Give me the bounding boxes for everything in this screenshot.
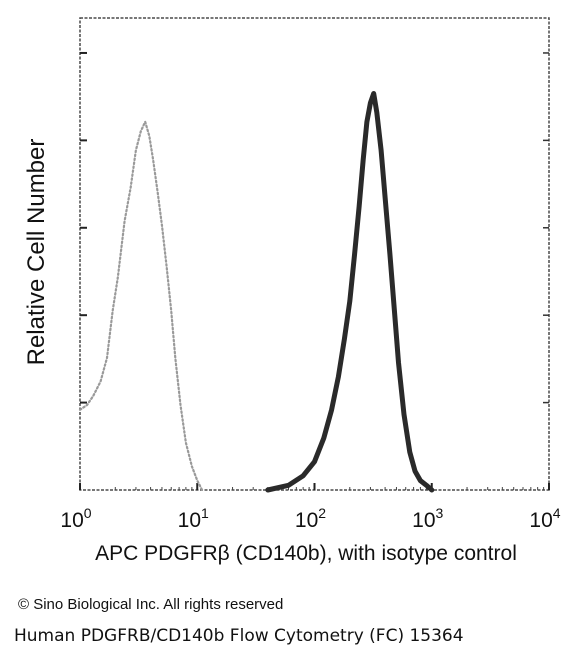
x-tick-label: 103 <box>412 505 443 532</box>
x-tick-label: 102 <box>295 505 326 532</box>
x-axis-label: APC PDGFRβ (CD140b), with isotype contro… <box>95 542 517 565</box>
isotype-control-series <box>78 120 204 492</box>
series-layer <box>78 91 435 493</box>
x-tick-label: 104 <box>529 505 560 532</box>
y-axis-label: Relative Cell Number <box>23 139 50 366</box>
x-tick-label: 101 <box>178 505 209 532</box>
flow-cytometry-chart: 100 101 102 103 104 Relative Cell Number APC… <box>23 17 561 565</box>
pdgfrb-series <box>265 91 435 493</box>
x-tick-label: 100 <box>60 505 91 532</box>
figure-caption: Human PDGFRB/CD140b Flow Cytometry (FC) … <box>14 626 464 646</box>
copyright-notice: © Sino Biological Inc. All rights reserv… <box>18 596 284 613</box>
x-axis-ticks: 100 101 102 103 104 <box>60 483 561 532</box>
y-axis-ticks <box>80 51 549 404</box>
plot-frame <box>79 17 550 491</box>
